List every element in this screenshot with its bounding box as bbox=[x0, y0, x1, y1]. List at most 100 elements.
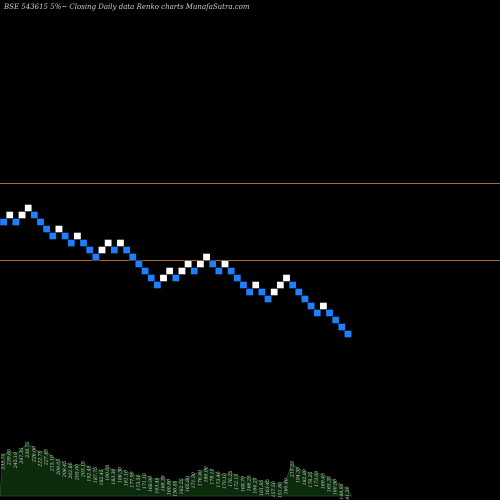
renko-brick-down bbox=[307, 302, 315, 310]
renko-brick-up bbox=[276, 281, 285, 289]
volume-label: 169.45 bbox=[320, 473, 326, 489]
volume-label: 186.30 bbox=[117, 467, 123, 483]
volume-label: 165.80 bbox=[185, 476, 191, 492]
volume-label: 215.10 bbox=[50, 455, 56, 472]
renko-brick-down bbox=[264, 295, 272, 303]
renko-brick-down bbox=[239, 281, 248, 289]
volume-labels: 233.75 239.65 245.10 247.35 239.75 226.00 222.… bbox=[1, 441, 351, 500]
volume-label: 176.40 bbox=[197, 470, 203, 486]
volume-label: 226.00 bbox=[31, 446, 37, 463]
volume-label: 164.25 bbox=[253, 477, 259, 493]
volume-label: 165.35 bbox=[326, 476, 332, 492]
volume-label: 245.10 bbox=[13, 452, 19, 469]
volume-label: 161.85 bbox=[259, 480, 265, 496]
volume-series bbox=[0, 443, 352, 497]
renko-brick-down bbox=[67, 239, 76, 247]
renko-brick-down bbox=[141, 267, 149, 275]
volume-label: 168.35 bbox=[160, 475, 166, 491]
renko-brick-up bbox=[282, 274, 291, 282]
volume-label: 172.15 bbox=[234, 474, 240, 490]
renko-brick-down bbox=[215, 267, 223, 275]
volume-label: 208.45 bbox=[62, 461, 68, 478]
volume-label: 170.10 bbox=[222, 473, 228, 489]
renko-brick-down bbox=[245, 288, 254, 296]
volume-label: 171.30 bbox=[191, 472, 197, 488]
renko-brick-up bbox=[98, 246, 106, 254]
renko-brick-up bbox=[221, 260, 229, 268]
volume-label: 168.90 bbox=[148, 476, 154, 492]
renko-brick-up bbox=[5, 211, 14, 219]
volume-area bbox=[0, 443, 352, 497]
renko-brick-down bbox=[325, 309, 334, 317]
renko-brick-up bbox=[116, 239, 125, 247]
renko-bricks bbox=[0, 204, 352, 338]
volume-label: 182.80 bbox=[302, 469, 308, 485]
renko-brick-down bbox=[135, 260, 143, 268]
volume-label: 151.80 bbox=[277, 482, 283, 498]
volume-label: 202.80 bbox=[68, 462, 74, 479]
renko-brick-up bbox=[196, 260, 205, 268]
volume-label: 247.35 bbox=[19, 447, 25, 464]
renko-brick-down bbox=[147, 274, 156, 282]
renko-brick-up bbox=[319, 302, 328, 310]
volume-label: 233.75 bbox=[1, 453, 7, 470]
volume-label: 166.25 bbox=[247, 475, 253, 491]
renko-brick-up bbox=[55, 225, 63, 233]
renko-brick-down bbox=[171, 274, 180, 282]
volume-label: 168.70 bbox=[240, 476, 246, 492]
volume-label: 163.45 bbox=[154, 477, 160, 493]
renko-brick-down bbox=[331, 316, 340, 324]
volume-label: 173.00 bbox=[314, 471, 320, 487]
level-lines bbox=[0, 183, 500, 261]
volume-label: 160.90 bbox=[333, 479, 339, 495]
volume-label: 157.50 bbox=[271, 481, 277, 497]
renko-brick-down bbox=[288, 281, 297, 289]
volume-label: 222.75 bbox=[37, 450, 43, 467]
renko-brick-down bbox=[301, 295, 309, 303]
renko-brick-down bbox=[49, 232, 57, 240]
renko-brick-up bbox=[184, 260, 192, 268]
renko-brick-down bbox=[153, 281, 162, 289]
volume-label: 163.45 bbox=[265, 479, 271, 495]
renko-brick-up bbox=[159, 274, 168, 282]
volume-label: 148.95 bbox=[339, 483, 345, 499]
volume-label: 160.80 bbox=[167, 479, 173, 495]
volume-label: 227.45 bbox=[44, 449, 50, 466]
renko-brick-down bbox=[258, 288, 266, 296]
renko-brick-up bbox=[165, 267, 174, 275]
volume-label: 239.65 bbox=[7, 449, 13, 466]
volume-label: 187.75 bbox=[93, 467, 99, 483]
renko-brick-down bbox=[344, 330, 352, 338]
volume-label: 162.55 bbox=[179, 478, 185, 494]
renko-brick-up bbox=[178, 267, 186, 275]
renko-brick-down bbox=[233, 274, 242, 282]
renko-brick-down bbox=[0, 218, 8, 226]
renko-brick-down bbox=[295, 288, 303, 296]
renko-brick-down bbox=[79, 239, 88, 247]
renko-brick-up bbox=[24, 204, 33, 212]
renko-brick-down bbox=[190, 267, 199, 275]
renko-brick-down bbox=[208, 260, 217, 268]
renko-brick-up bbox=[270, 288, 279, 296]
renko-brick-down bbox=[92, 253, 100, 261]
renko-brick-down bbox=[110, 246, 119, 254]
renko-brick-up bbox=[104, 239, 112, 247]
renko-brick-up bbox=[18, 211, 26, 219]
renko-brick-down bbox=[313, 309, 322, 317]
renko-brick-down bbox=[338, 323, 346, 331]
volume-label: 180.00 bbox=[203, 466, 209, 482]
renko-brick-down bbox=[42, 225, 51, 233]
volume-label: 177.90 bbox=[130, 471, 136, 487]
volume-label: 181.10 bbox=[124, 470, 130, 486]
renko-brick-down bbox=[128, 253, 137, 261]
chart-title: BSE 543615 5%~ Closing Daily data Renko … bbox=[3, 3, 250, 11]
renko-brick-down bbox=[85, 246, 94, 254]
volume-label: 178.25 bbox=[308, 471, 314, 487]
renko-brick-down bbox=[12, 218, 20, 226]
volume-label: 239.75 bbox=[25, 441, 31, 458]
volume-label: 190.05 bbox=[105, 465, 111, 481]
volume-label: 203.15 bbox=[80, 461, 86, 478]
volume-label: 176.25 bbox=[228, 471, 234, 487]
renko-brick-down bbox=[30, 211, 39, 219]
